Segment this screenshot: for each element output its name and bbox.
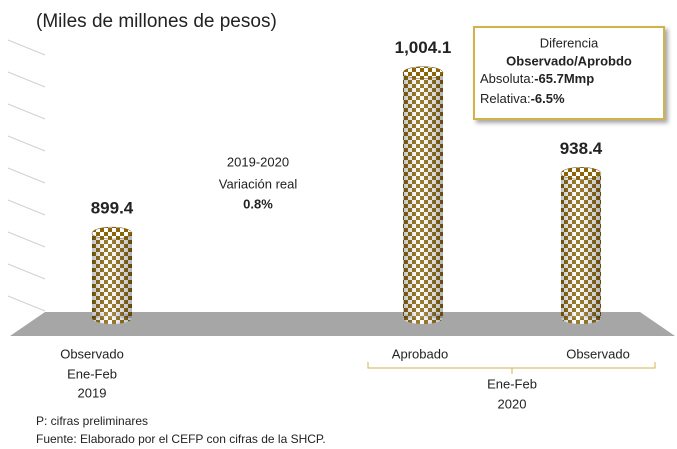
bar-top xyxy=(402,66,444,79)
x-tick-label: Observado xyxy=(566,346,630,361)
bar xyxy=(91,226,133,324)
group-label: 2020 xyxy=(498,396,527,411)
bar-shade xyxy=(403,72,443,318)
value: -6.5% xyxy=(531,91,565,106)
difference-box xyxy=(473,26,665,120)
group-bracket xyxy=(367,362,656,374)
box-absolute: Absoluta:-65.7Mmp xyxy=(480,71,594,86)
label: Relativa: xyxy=(480,91,531,106)
label: Absoluta: xyxy=(480,71,534,86)
group-label: Ene-Feb xyxy=(67,366,117,381)
x-tick-label: Observado xyxy=(60,346,124,361)
value-label: 938.4 xyxy=(560,139,603,158)
value-label: 1,004.1 xyxy=(395,38,452,57)
box-relative: Relativa:-6.5% xyxy=(480,91,565,106)
group-label: Ene-Feb xyxy=(487,376,537,391)
back-wall xyxy=(7,39,46,312)
bar xyxy=(402,66,444,324)
box-subtitle: Observado/Aprobdo xyxy=(506,53,632,68)
variation-label: Variación real xyxy=(219,176,298,191)
box-title: Diferencia xyxy=(540,35,599,50)
bar xyxy=(560,167,602,324)
value: -65.7Mmp xyxy=(534,71,594,86)
bar-top xyxy=(91,226,133,240)
variation-value: 0.8% xyxy=(243,196,273,211)
bar-shade xyxy=(561,173,601,318)
bar-base-shade xyxy=(561,312,601,324)
variation-label: 2019-2020 xyxy=(227,154,289,169)
note: Fuente: Elaborado por el CEFP con cifras… xyxy=(36,432,326,446)
subtitle: (Miles de millones de pesos) xyxy=(36,11,277,32)
bar-top xyxy=(560,167,602,180)
bar-base-shade xyxy=(403,312,443,324)
note: P: cifras preliminares xyxy=(36,414,148,428)
bar-base-shade xyxy=(92,312,132,324)
bar-shade xyxy=(92,233,132,318)
floor xyxy=(10,312,675,336)
x-tick-label: Aprobado xyxy=(392,346,448,361)
group-label: 2019 xyxy=(78,385,107,400)
value-label: 899.4 xyxy=(91,199,134,218)
